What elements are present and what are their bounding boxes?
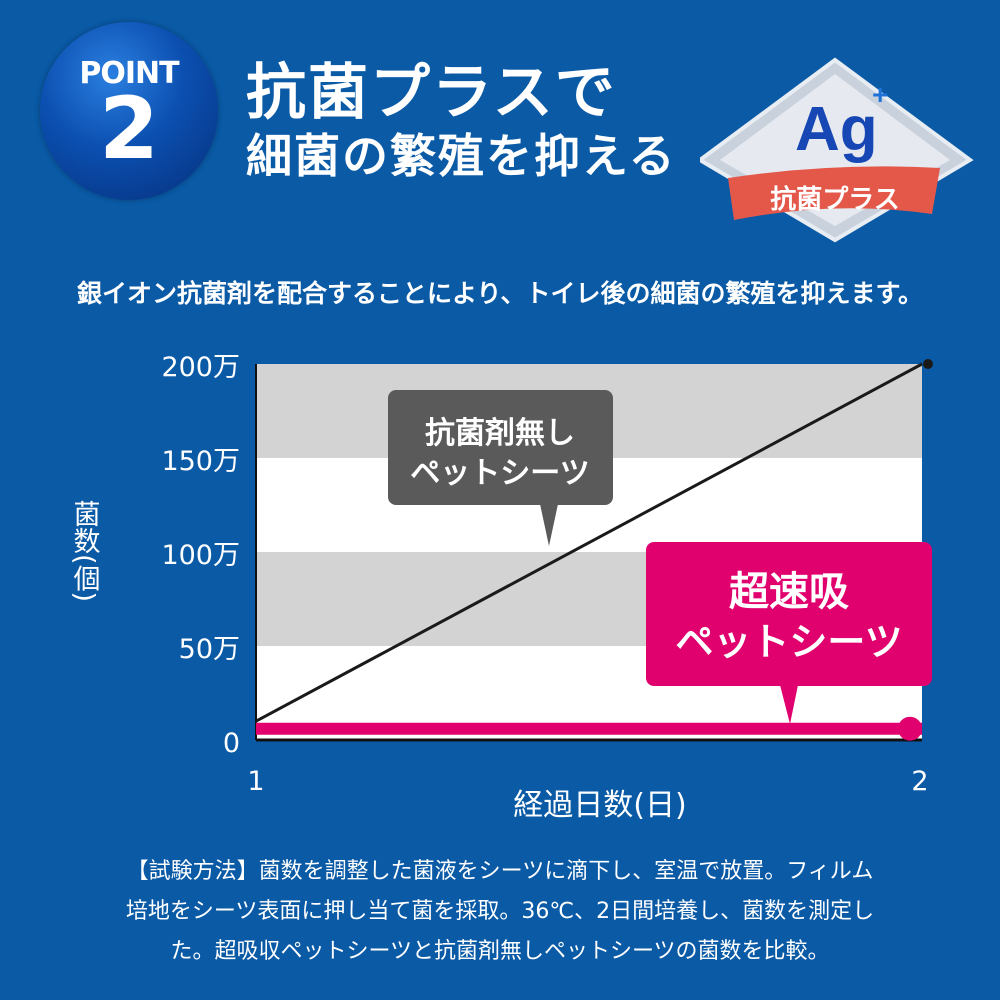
y-tick-label: 50万 [179, 634, 240, 665]
y-tick-label: 200万 [161, 352, 240, 383]
badge-number: 2 [99, 79, 159, 179]
bacteria-count-chart: 0 50万 100万 150万 200万 菌数(個) 1 2 経過日数(日) 抗菌剤無し… [69, 352, 933, 823]
y-tick-label: 0 [223, 728, 240, 759]
y-tick-label: 150万 [161, 446, 240, 477]
y-tick-label: 100万 [161, 540, 240, 571]
x-tick-label: 2 [911, 766, 928, 797]
subtitle: 銀イオン抗菌剤を配合することにより、トイレ後の細菌の繁殖を抑えます。 [76, 279, 923, 308]
x-tick-label: 1 [247, 766, 264, 797]
series-line [255, 362, 923, 723]
test-method-footnote: 【試験方法】菌数を調整した菌液をシーツに滴下し、室温で放置。フィルム 培地をシー… [50, 852, 950, 972]
ag-plus-logo: Ag + 抗菌プラス [700, 57, 974, 243]
callout-label-line2: ペットシーツ [410, 456, 589, 491]
callout-label-line1: 超速吸 [729, 569, 849, 615]
logo-ribbon-text: 抗菌プラス [770, 184, 899, 215]
callout-tail [540, 504, 558, 546]
callout-box [646, 542, 932, 686]
logo-ag-text: Ag [795, 95, 878, 164]
callout-tail [780, 685, 798, 724]
series-end-point [898, 716, 922, 741]
logo-plus: + [872, 79, 888, 110]
series-end-point [923, 359, 933, 369]
callout-label-line2: ペットシーツ [675, 620, 902, 664]
callout-box [388, 390, 613, 505]
y-axis-label: 菌数(個) [69, 500, 101, 602]
logo-ribbon [728, 166, 940, 220]
footnote-line: 【試験方法】菌数を調整した菌液をシーツに滴下し、室温で放置。フィルム [126, 859, 874, 884]
headline-line2: 細菌の繁殖を抑える [246, 129, 677, 183]
x-axis-label: 経過日数(日) [513, 788, 686, 823]
point-badge: POINT 2 [40, 22, 218, 200]
headline-line1: 抗菌プラスで [246, 58, 617, 128]
footnote-line: 培地をシーツ表面に押し当て菌を採取。36℃、2日間培養し、菌数を測定し [125, 899, 875, 924]
footnote-line: た。超吸収ペットシーツと抗菌剤無しペットシーツの菌数を比較。 [170, 939, 830, 964]
callout-no-antibacterial: 抗菌剤無し ペットシーツ [388, 390, 613, 546]
callout-super-absorbent: 超速吸 ペットシーツ [646, 542, 932, 724]
callout-label-line1: 抗菌剤無し [425, 416, 575, 451]
badge-label: POINT [79, 56, 179, 91]
